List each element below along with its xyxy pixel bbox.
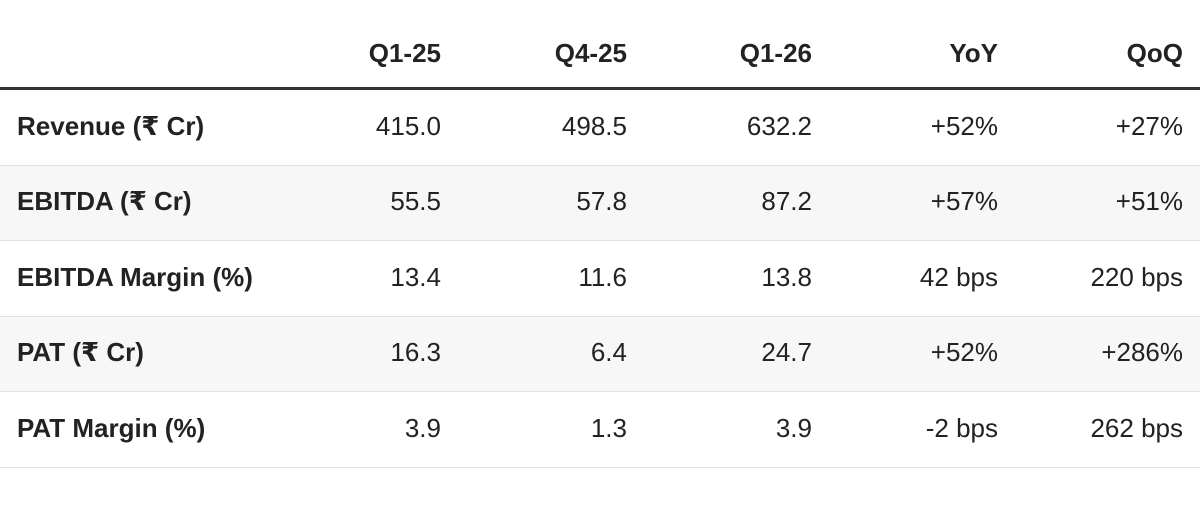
table-cell: 3.9	[775, 412, 812, 443]
table-cell: 1.3	[590, 412, 627, 443]
table-cell: +27%	[1115, 110, 1183, 141]
header-rule	[0, 87, 1200, 90]
table-cell: 3.9	[404, 412, 441, 443]
table-cell: 262 bps	[1090, 412, 1183, 443]
table-cell: 16.3	[390, 337, 441, 368]
table-cell: +51%	[1115, 186, 1183, 217]
table-cell: 55.5	[390, 186, 441, 217]
table-cell: +57%	[930, 186, 998, 217]
row-label: PAT (₹ Cr)	[17, 337, 144, 368]
column-header: Q4-25	[554, 38, 627, 68]
table-cell: 87.2	[761, 186, 812, 217]
table-cell: 42 bps	[919, 261, 998, 292]
table-cell: +52%	[930, 337, 998, 368]
column-header: QoQ	[1126, 38, 1183, 68]
table-cell: +286%	[1101, 337, 1183, 368]
table-cell: 11.6	[578, 261, 627, 292]
table-cell: 415.0	[375, 110, 441, 141]
table-cell: 13.8	[761, 261, 812, 292]
row-label: PAT Margin (%)	[17, 412, 206, 443]
table-cell: 13.4	[390, 261, 441, 292]
row-label: EBITDA Margin (%)	[17, 261, 253, 292]
table-cell: 632.2	[746, 110, 812, 141]
table-row	[0, 90, 1200, 166]
row-label: EBITDA (₹ Cr)	[17, 186, 192, 217]
table-row	[0, 165, 1200, 241]
table-row	[0, 241, 1200, 317]
table-row	[0, 316, 1200, 392]
table-cell: +52%	[930, 110, 998, 141]
table-cell: 220 bps	[1090, 261, 1183, 292]
table-cell: 24.7	[761, 337, 812, 368]
table-cell: 57.8	[576, 186, 627, 217]
column-header: Q1-25	[368, 38, 441, 68]
table-cell: 498.5	[561, 110, 627, 141]
column-header: YoY	[949, 38, 998, 68]
table-cell: 6.4	[590, 337, 627, 368]
column-header: Q1-26	[739, 38, 812, 68]
table-row	[0, 392, 1200, 468]
row-label: Revenue (₹ Cr)	[17, 110, 205, 141]
table-cell: -2 bps	[925, 412, 998, 443]
